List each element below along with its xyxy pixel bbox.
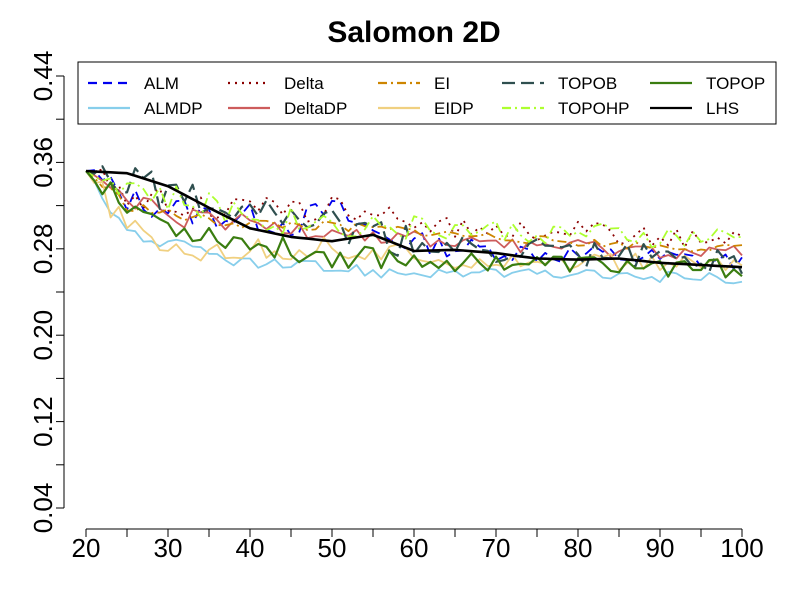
legend-label-almdp: ALMDP — [144, 99, 203, 118]
legend-label-eidp: EIDP — [434, 99, 474, 118]
x-tick-label: 30 — [154, 533, 183, 563]
legend-label-topop: TOPOP — [706, 74, 765, 93]
series-line-topohp — [85, 170, 743, 249]
y-tick-label: 0.20 — [28, 310, 58, 361]
x-tick-label: 20 — [72, 533, 101, 563]
series-line-alm — [85, 169, 743, 270]
chart-title: Salomon 2D — [327, 16, 500, 49]
series-line-ei — [85, 170, 743, 253]
series-line-deltadp — [85, 170, 743, 260]
legend-label-topohp: TOPOHP — [558, 99, 629, 118]
legend-label-topob: TOPOB — [558, 74, 617, 93]
legend-label-lhs: LHS — [706, 99, 739, 118]
x-tick-label: 40 — [236, 533, 265, 563]
x-tick-label: 50 — [318, 533, 347, 563]
y-tick-label: 0.44 — [28, 51, 58, 102]
series-line-delta — [85, 168, 743, 249]
plot-lines — [85, 165, 743, 285]
legend-label-deltadp: DeltaDP — [284, 99, 347, 118]
x-tick-label: 70 — [482, 533, 511, 563]
y-tick-label: 0.28 — [28, 223, 58, 274]
legend-label-alm: ALM — [144, 74, 179, 93]
series-line-topop — [85, 170, 743, 279]
x-tick-label: 60 — [400, 533, 429, 563]
legend-label-ei: EI — [434, 74, 450, 93]
x-tick-label: 80 — [564, 533, 593, 563]
series-line-almdp — [85, 170, 743, 285]
x-tick-label: 90 — [646, 533, 675, 563]
legend-box — [77, 61, 777, 125]
y-tick-label: 0.12 — [28, 396, 58, 447]
y-tick-label: 0.04 — [28, 483, 58, 534]
axes: 20 30 40 50 60 70 80 90 100 0.04 0.12 0.20 0.28 0.36 0… — [28, 51, 764, 563]
y-tick-label: 0.36 — [28, 137, 58, 188]
series-line-lhs — [85, 169, 743, 269]
legend-label-delta: Delta — [284, 74, 324, 93]
legend: ALM ALMDP Delta DeltaDP EI EIDP TOPOB TOPOHP TOP… — [77, 61, 777, 125]
x-tick-label: 100 — [720, 533, 763, 563]
